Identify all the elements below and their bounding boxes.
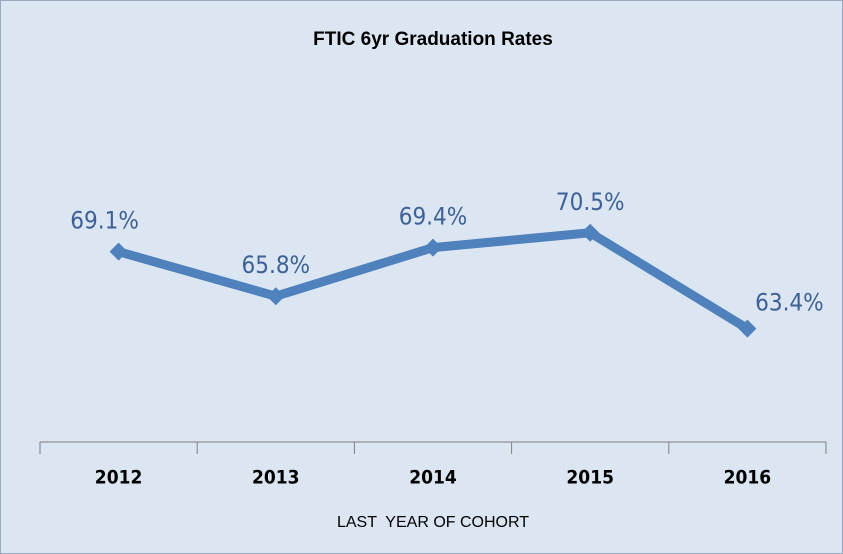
x-axis-title: LAST YEAR OF COHORT xyxy=(337,514,529,531)
marker xyxy=(266,287,285,306)
x-tick-label: 2014 xyxy=(409,467,457,489)
chart-title: FTIC 6yr Graduation Rates xyxy=(313,29,553,50)
data-label: 65.8% xyxy=(242,251,311,279)
marker xyxy=(581,223,600,242)
data-label: 63.4% xyxy=(755,289,824,317)
x-tick-label: 2015 xyxy=(566,467,614,489)
marker xyxy=(738,319,757,338)
x-tick-label: 2013 xyxy=(252,467,300,489)
x-tick-label: 2012 xyxy=(95,467,143,489)
marker xyxy=(109,242,128,261)
data-label: 70.5% xyxy=(556,188,625,216)
data-label: 69.1% xyxy=(70,207,139,235)
marker xyxy=(424,238,442,257)
x-tick-label: 2016 xyxy=(724,467,772,489)
data-label: 69.4% xyxy=(399,203,468,231)
